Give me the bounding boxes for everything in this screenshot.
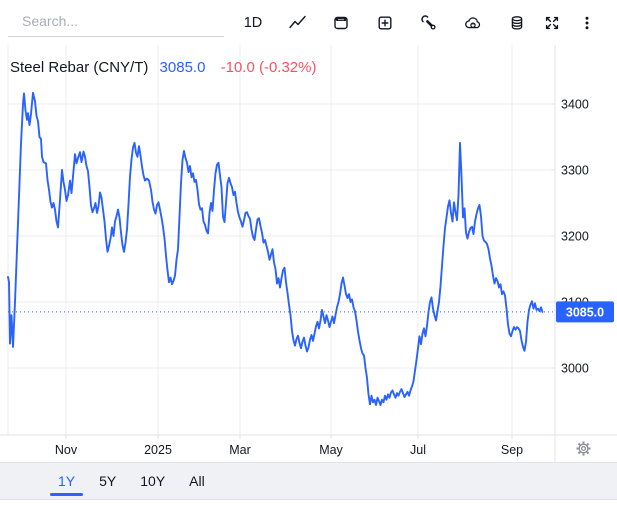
price-change: -10.0 (-0.32%) [220, 59, 317, 76]
symbol-name[interactable]: Steel Rebar (CNY/T) [10, 59, 149, 76]
price-line-series [7, 91, 544, 406]
timeframe-bar: 1Y 5Y 10Y All [0, 462, 617, 500]
search-input[interactable] [8, 6, 224, 37]
compare-button[interactable] [370, 8, 400, 38]
toolbar-icons: 1D [238, 0, 602, 45]
x-axis-label[interactable]: 2025 [144, 443, 172, 457]
chart-style-button[interactable] [282, 8, 312, 38]
timeframe-5y[interactable]: 5Y [99, 473, 117, 489]
price-chart[interactable]: Nov2025MarMayJulSep340033003200310030003… [0, 0, 617, 462]
last-price: 3085.0 [159, 59, 206, 76]
x-axis-label[interactable]: Sep [501, 443, 523, 457]
gear-icon [575, 440, 592, 462]
y-axis-label[interactable]: 3000 [561, 362, 589, 376]
chart-settings-button[interactable] [570, 438, 596, 464]
more-vertical-icon [579, 15, 595, 31]
calendar-icon [333, 15, 349, 31]
top-toolbar: 1D [0, 0, 617, 45]
date-range-button[interactable] [326, 8, 356, 38]
x-axis-label[interactable]: Jul [410, 443, 426, 457]
settings-button[interactable] [414, 8, 444, 38]
x-axis-label[interactable]: Mar [229, 443, 251, 457]
last-price-badge-label: 3085.0 [566, 305, 604, 319]
line-chart-icon [288, 15, 306, 30]
symbol-legend: Steel Rebar (CNY/T) 3085.0 -10.0 (-0.32%… [10, 59, 316, 76]
x-axis-label[interactable]: Nov [55, 443, 78, 457]
timeframe-10y[interactable]: 10Y [140, 473, 166, 489]
last-price-badge [556, 301, 614, 323]
y-axis-label[interactable]: 3400 [561, 98, 589, 112]
fullscreen-button[interactable] [537, 8, 567, 38]
export-button[interactable] [458, 8, 488, 38]
timeframe-all[interactable]: All [189, 473, 205, 489]
cloud-download-icon [464, 15, 482, 30]
x-axis-label[interactable]: May [319, 443, 343, 457]
y-axis-label[interactable]: 3200 [561, 230, 589, 244]
data-source-button[interactable] [502, 8, 532, 38]
database-icon [509, 15, 525, 31]
wrench-icon [421, 14, 437, 31]
interval-button[interactable]: 1D [243, 14, 263, 31]
timeframe-1y[interactable]: 1Y [49, 463, 84, 499]
y-axis-label[interactable]: 3300 [561, 164, 589, 178]
more-menu-button[interactable] [572, 8, 602, 38]
fullscreen-icon [544, 15, 560, 31]
add-square-icon [377, 15, 393, 31]
